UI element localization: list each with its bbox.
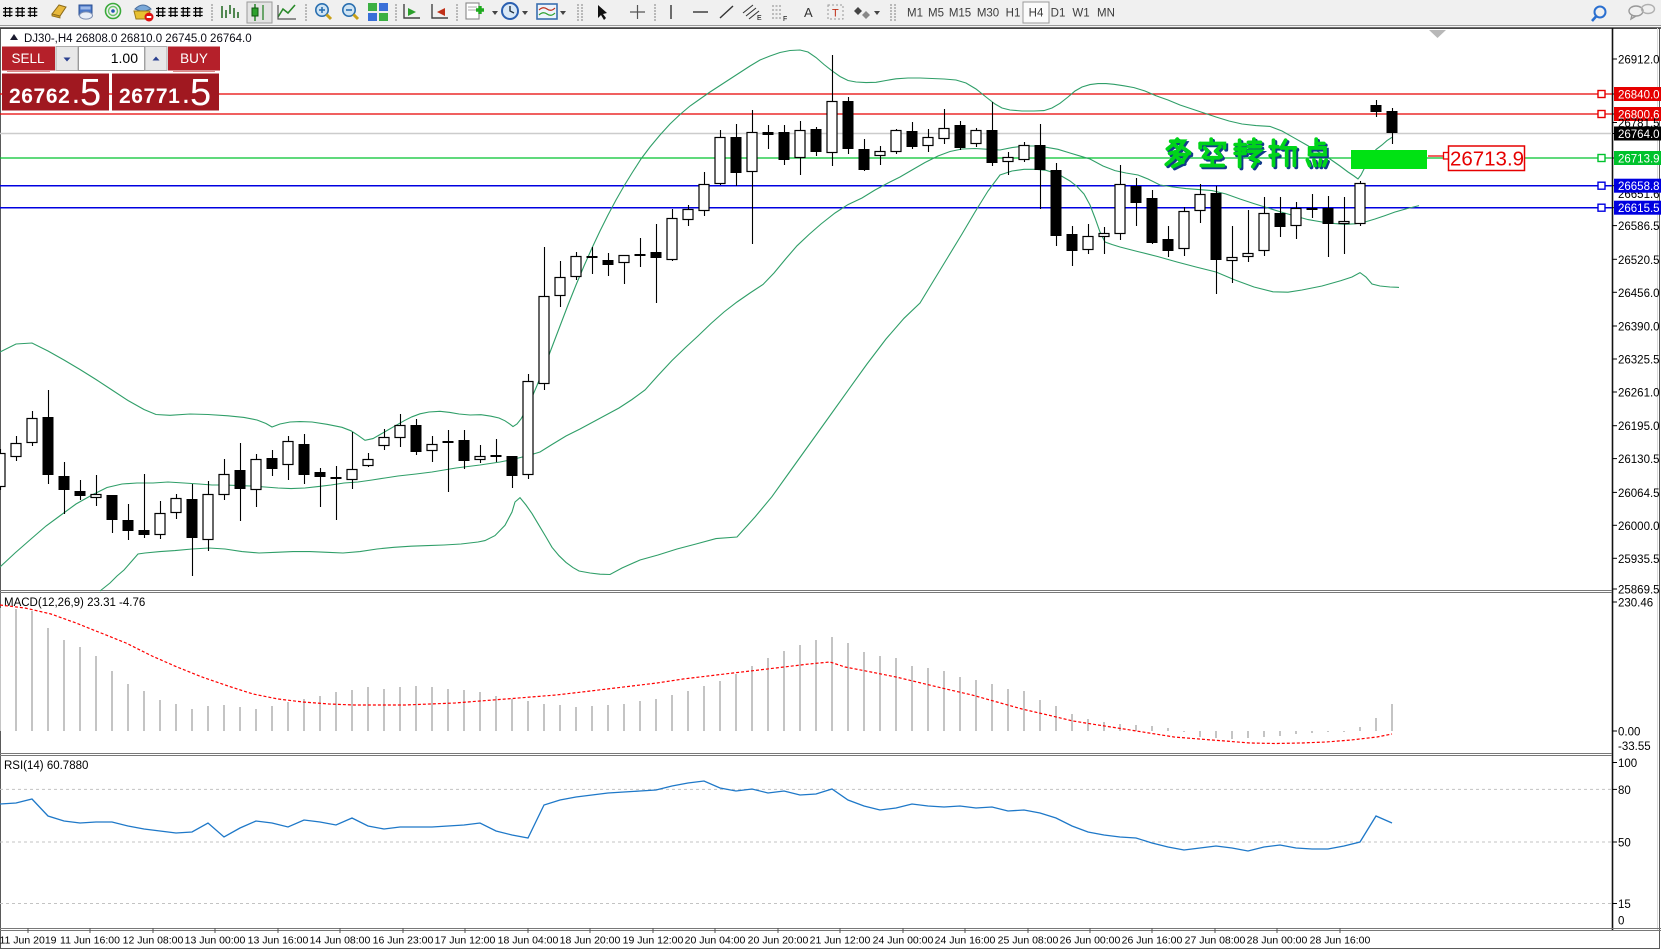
svg-text:26764.0: 26764.0 xyxy=(1618,129,1660,141)
svg-text:21 Jun 12:00: 21 Jun 12:00 xyxy=(810,935,871,947)
svg-text:26130.5: 26130.5 xyxy=(1618,454,1660,466)
svg-text:26762: 26762 xyxy=(9,85,70,108)
svg-text:18 Jun 20:00: 18 Jun 20:00 xyxy=(560,935,621,947)
svg-text:19 Jun 12:00: 19 Jun 12:00 xyxy=(623,935,684,947)
svg-text:11 Jun 2019: 11 Jun 2019 xyxy=(0,935,57,947)
svg-text:5: 5 xyxy=(190,72,211,114)
svg-text:25 Jun 08:00: 25 Jun 08:00 xyxy=(998,935,1059,947)
svg-text:230.46: 230.46 xyxy=(1618,598,1653,610)
svg-text:16 Jun 23:00: 16 Jun 23:00 xyxy=(373,935,434,947)
svg-text:50: 50 xyxy=(1618,838,1631,850)
svg-text:DJ30-,H4 26808.0 26810.0 2674: DJ30-,H4 26808.0 26810.0 26745.0 26764.0 xyxy=(24,33,252,45)
svg-text:26064.5: 26064.5 xyxy=(1618,488,1660,500)
svg-text:RSI(14) 60.7880: RSI(14) 60.7880 xyxy=(4,760,88,772)
svg-text:25869.5: 25869.5 xyxy=(1618,585,1660,597)
svg-text:26840.0: 26840.0 xyxy=(1618,90,1660,102)
svg-text:26 Jun 16:00: 26 Jun 16:00 xyxy=(1122,935,1183,947)
svg-text:SELL: SELL xyxy=(11,51,45,66)
svg-text:D1: D1 xyxy=(1051,8,1066,20)
svg-text:26325.5: 26325.5 xyxy=(1618,355,1660,367)
svg-text:80: 80 xyxy=(1618,785,1631,797)
svg-text:.: . xyxy=(73,85,79,108)
svg-text:15: 15 xyxy=(1618,899,1631,911)
svg-text:MACD(12,26,9) 23.31 -4.76: MACD(12,26,9) 23.31 -4.76 xyxy=(4,597,145,609)
svg-text:26713.9: 26713.9 xyxy=(1618,154,1660,166)
svg-text:26195.0: 26195.0 xyxy=(1618,421,1660,433)
svg-text:26390.0: 26390.0 xyxy=(1618,322,1660,334)
svg-text:H1: H1 xyxy=(1006,8,1021,20)
svg-text:MN: MN xyxy=(1097,8,1115,20)
svg-text:26520.5: 26520.5 xyxy=(1618,255,1660,267)
svg-text:100: 100 xyxy=(1618,758,1637,770)
svg-text:26 Jun 00:00: 26 Jun 00:00 xyxy=(1060,935,1121,947)
svg-text:26658.8: 26658.8 xyxy=(1618,181,1660,193)
svg-text:14 Jun 08:00: 14 Jun 08:00 xyxy=(310,935,371,947)
svg-text:26000.0: 26000.0 xyxy=(1618,521,1660,533)
svg-text:20 Jun 04:00: 20 Jun 04:00 xyxy=(685,935,746,947)
svg-text:13 Jun 00:00: 13 Jun 00:00 xyxy=(185,935,246,947)
svg-text:26713.9: 26713.9 xyxy=(1450,148,1524,171)
svg-text:0: 0 xyxy=(1618,916,1624,928)
svg-text:.: . xyxy=(183,85,189,108)
svg-text:M30: M30 xyxy=(977,8,999,20)
svg-text:11 Jun 16:00: 11 Jun 16:00 xyxy=(60,935,120,947)
svg-text:A: A xyxy=(804,5,813,20)
svg-text:27 Jun 08:00: 27 Jun 08:00 xyxy=(1185,935,1246,947)
svg-text:20 Jun 20:00: 20 Jun 20:00 xyxy=(748,935,809,947)
svg-text:28 Jun 00:00: 28 Jun 00:00 xyxy=(1247,935,1308,947)
svg-text:18 Jun 04:00: 18 Jun 04:00 xyxy=(498,935,559,947)
svg-text:0.00: 0.00 xyxy=(1618,727,1640,739)
svg-text:26586.5: 26586.5 xyxy=(1618,221,1660,233)
svg-text:26800.6: 26800.6 xyxy=(1618,110,1660,122)
svg-text:H4: H4 xyxy=(1029,8,1044,20)
svg-text:17 Jun 12:00: 17 Jun 12:00 xyxy=(435,935,496,947)
svg-text:T: T xyxy=(832,8,839,20)
svg-text:M5: M5 xyxy=(928,8,944,20)
svg-text:5: 5 xyxy=(80,72,101,114)
svg-text:12 Jun 08:00: 12 Jun 08:00 xyxy=(123,935,184,947)
svg-text:M15: M15 xyxy=(949,8,971,20)
svg-text:26771: 26771 xyxy=(119,85,180,108)
svg-text:1.00: 1.00 xyxy=(111,50,138,66)
svg-text:26456.0: 26456.0 xyxy=(1618,288,1660,300)
svg-text:F: F xyxy=(783,16,787,23)
svg-text:13 Jun 16:00: 13 Jun 16:00 xyxy=(248,935,309,947)
svg-text:24 Jun 16:00: 24 Jun 16:00 xyxy=(935,935,996,947)
svg-text:26615.5: 26615.5 xyxy=(1618,203,1660,215)
svg-text:24 Jun 00:00: 24 Jun 00:00 xyxy=(873,935,934,947)
svg-text:W1: W1 xyxy=(1072,8,1089,20)
svg-text:25935.5: 25935.5 xyxy=(1618,554,1660,566)
svg-text:M1: M1 xyxy=(907,8,923,20)
svg-text:BUY: BUY xyxy=(180,51,208,66)
svg-text:-33.55: -33.55 xyxy=(1618,741,1651,753)
svg-text:E: E xyxy=(757,15,762,22)
svg-text:26261.0: 26261.0 xyxy=(1618,388,1660,400)
svg-text:26912.0: 26912.0 xyxy=(1618,55,1660,67)
svg-text:28 Jun 16:00: 28 Jun 16:00 xyxy=(1310,935,1371,947)
